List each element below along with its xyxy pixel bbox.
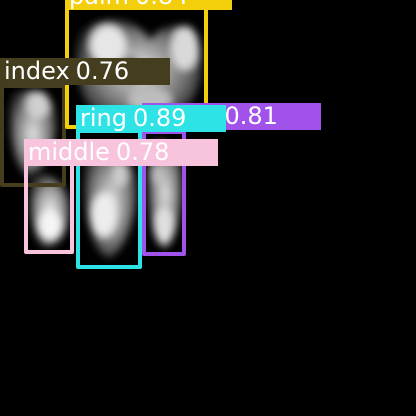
middle-box [24,162,74,254]
middle-label-text: middle [28,139,110,166]
middle-blob [29,173,71,248]
palm-label: palm 0.84 [65,0,232,10]
pinkie-score: 0.81 [224,103,278,130]
ring-score: 0.89 [132,105,187,132]
index-score: 0.76 [75,58,130,85]
ring-label: ring 0.89 [76,105,226,132]
pinkie-blob [147,138,183,250]
index-label-text: index [4,58,70,85]
pinkie-box [142,130,186,256]
palm-label-text: palm [69,0,129,10]
index-label: index 0.76 [0,58,170,85]
middle-label: middle 0.78 [24,139,218,166]
middle-score: 0.78 [115,139,170,166]
index-box [0,84,66,187]
palm-score: 0.84 [135,0,188,10]
ring-blob [84,145,137,258]
ring-label-text: ring [80,105,127,132]
